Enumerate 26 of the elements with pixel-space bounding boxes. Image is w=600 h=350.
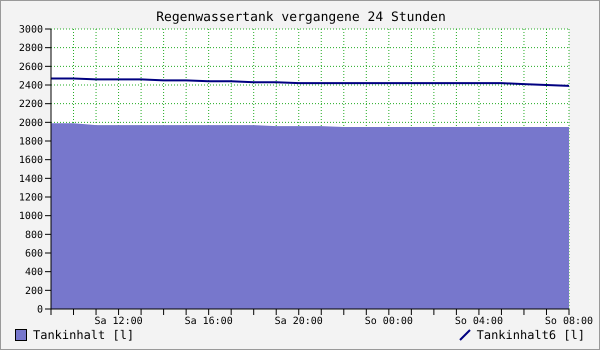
- y-tick-label: 1000: [18, 211, 43, 222]
- y-tick-label: 2800: [18, 43, 43, 54]
- series-label: Tankinhalt [l]: [33, 328, 134, 342]
- y-tick-label: 1800: [18, 136, 43, 148]
- y-tick-label: 2400: [18, 80, 43, 92]
- legend-label: Tankinhalt6 [l]: [476, 328, 585, 342]
- y-tick-label: 800: [24, 230, 43, 241]
- y-tick-label: 1600: [18, 155, 43, 166]
- y-tick-label: 2600: [18, 62, 43, 73]
- y-tick-label: 600: [24, 248, 43, 260]
- y-tick-label: 1400: [18, 174, 43, 185]
- y-tick-label: 2200: [18, 99, 43, 110]
- y-tick-label: 2000: [18, 118, 43, 129]
- x-tick-label: So 08:00: [544, 316, 594, 328]
- x-tick-label: So 00:00: [364, 316, 413, 328]
- y-tick-label: 3000: [18, 24, 43, 36]
- x-tick-label: Sa 20:00: [274, 316, 323, 328]
- line-series: [50, 77, 570, 87]
- y-tick-label: 1200: [18, 192, 43, 204]
- y-tick-label: 200: [24, 286, 43, 297]
- chart-title: Regenwassertank vergangene 24 Stunden: [155, 10, 447, 25]
- y-tick-label: 400: [24, 267, 43, 278]
- x-tick-label: Sa 16:00: [184, 316, 233, 328]
- y-tick-label: 0: [36, 304, 43, 316]
- x-tick-label: Sa 12:00: [94, 316, 143, 328]
- x-tick-label: So 04:00: [454, 316, 503, 328]
